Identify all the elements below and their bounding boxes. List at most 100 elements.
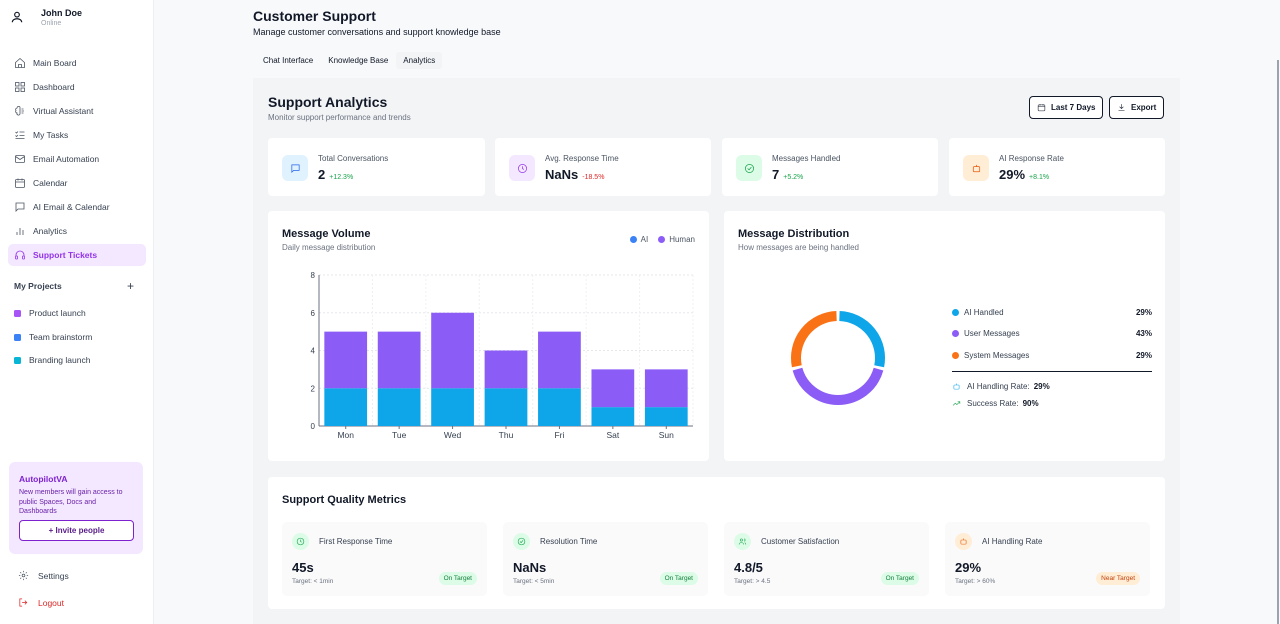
metric-value: NaNs <box>513 560 547 575</box>
message-volume-subtitle: Daily message distribution <box>282 243 376 252</box>
project-color-swatch <box>14 356 21 364</box>
nav-item-calendar[interactable]: Calendar <box>8 172 146 194</box>
stat-icon-wrap <box>282 155 308 181</box>
distribution-label: AI Handled <box>964 308 1004 317</box>
settings-link[interactable]: Settings <box>18 570 69 581</box>
stat-value: 29% +8.1% <box>999 167 1049 182</box>
export-label: Export <box>1131 103 1157 112</box>
nav-item-analytics[interactable]: Analytics <box>8 220 146 242</box>
metric-ai-handling-rate: AI Handling Rate 29% Target: > 60% Near … <box>945 522 1150 596</box>
stat-label: Total Conversations <box>318 154 389 163</box>
logout-label: Logout <box>38 597 64 608</box>
legend-item-ai[interactable]: AI <box>629 235 648 244</box>
export-button[interactable]: Export <box>1109 96 1165 119</box>
distribution-item-system-messages: System Messages 29% <box>952 351 1152 360</box>
legend-swatch <box>658 236 666 243</box>
bar-human-sat <box>591 369 635 408</box>
logout-icon <box>19 598 28 607</box>
bar-human-tue <box>377 331 421 389</box>
nav-item-label: Email Automation <box>33 154 100 164</box>
analytics-subtitle: Monitor support performance and trends <box>268 113 411 122</box>
metric-icon-wrap <box>292 533 309 550</box>
x-tick-label: Fri <box>554 430 564 440</box>
metric-target: Target: > 60% <box>955 578 996 585</box>
nav-item-label: Support Tickets <box>33 250 98 260</box>
add-project-button[interactable]: + <box>126 279 134 293</box>
tab-knowledge-base[interactable]: Knowledge Base <box>328 56 389 65</box>
nav-item-virtual-assistant[interactable]: Virtual Assistant <box>8 100 146 122</box>
bar-ai-sun <box>644 407 688 426</box>
user-profile[interactable]: John Doe Online <box>10 8 82 27</box>
calendar-icon <box>15 178 25 188</box>
metric-label: AI Handling Rate <box>982 537 1043 546</box>
distribution-pct: 43% <box>1135 329 1152 338</box>
nav-item-ai-email-calendar[interactable]: AI Email & Calendar <box>8 196 146 218</box>
nav-item-dashboard[interactable]: Dashboard <box>8 76 146 98</box>
message-distribution-subtitle: How messages are being handled <box>738 243 859 252</box>
trending-up-icon <box>952 401 961 406</box>
stat-card-total-conversations: Total Conversations 2 +12.3% <box>268 138 485 196</box>
quality-metrics-title: Support Quality Metrics <box>282 494 407 506</box>
bot-icon <box>972 164 980 172</box>
nav-item-label: AI Email & Calendar <box>33 202 110 212</box>
nav-item-my-tasks[interactable]: My Tasks <box>8 124 146 146</box>
y-tick-label: 8 <box>311 271 316 280</box>
message-distribution-card: Message Distribution How messages are be… <box>724 211 1165 461</box>
mail-icon <box>15 155 25 163</box>
check-circle-icon <box>517 537 526 546</box>
nav-item-support-tickets[interactable]: Support Tickets <box>8 244 146 266</box>
clock-icon <box>296 537 305 546</box>
nav-item-label: Analytics <box>33 226 68 236</box>
legend-label: Human <box>669 235 695 244</box>
stat-icon-wrap <box>509 155 535 181</box>
distribution-divider <box>952 371 1152 372</box>
chat-icon <box>15 202 25 212</box>
page-title: Customer Support <box>253 8 376 24</box>
distribution-item-user-messages: User Messages 43% <box>952 329 1152 338</box>
tab-chat-interface[interactable]: Chat Interface <box>263 56 314 65</box>
grid-icon <box>15 82 25 92</box>
distribution-swatch <box>952 352 959 359</box>
distribution-item-ai-handled: AI Handled 29% <box>952 308 1152 317</box>
project-label: Branding launch <box>29 355 91 365</box>
page-scrollbar[interactable] <box>1277 60 1279 624</box>
metric-value: 4.8/5 <box>734 560 763 575</box>
bar-human-fri <box>538 331 581 389</box>
project-color-swatch <box>14 333 21 341</box>
bot-icon <box>960 538 967 545</box>
bar-human-mon <box>324 331 368 389</box>
projects-heading: My Projects <box>14 281 62 291</box>
message-volume-title: Message Volume <box>282 228 371 240</box>
success-rate-value: 90% <box>1022 399 1039 408</box>
project-item-team-brainstorm[interactable]: Team brainstorm <box>14 332 92 342</box>
home-icon <box>15 57 25 68</box>
metric-status-badge: On Target <box>880 572 919 585</box>
project-label: Team brainstorm <box>29 332 93 342</box>
stat-card-ai-response-rate: AI Response Rate 29% +8.1% <box>949 138 1165 196</box>
nav-item-main-board[interactable]: Main Board <box>8 52 146 74</box>
tab-analytics[interactable]: Analytics <box>396 52 443 69</box>
nav-item-email-automation[interactable]: Email Automation <box>8 148 146 170</box>
metric-customer-satisfaction: Customer Satisfaction 4.8/5 Target: > 4.… <box>724 522 929 596</box>
project-item-product-launch[interactable]: Product launch <box>14 308 86 318</box>
project-color-swatch <box>14 309 21 317</box>
metric-target: Target: < 1min <box>292 578 334 585</box>
date-range-button[interactable]: Last 7 Days <box>1029 96 1104 119</box>
nav-item-label: My Tasks <box>33 130 69 140</box>
metric-icon-wrap <box>513 533 530 550</box>
promo-card: AutopilotVA New members will gain access… <box>9 462 143 554</box>
metric-status-badge: On Target <box>438 572 477 585</box>
legend-item-human[interactable]: Human <box>658 235 695 244</box>
bar-ai-wed <box>431 388 474 426</box>
bar-ai-thu <box>484 388 528 426</box>
calendar-icon <box>1037 104 1046 112</box>
ai-handling-rate-summary: AI Handling Rate: 29% <box>952 382 1050 391</box>
projects-header: My Projects + <box>14 279 134 293</box>
project-item-branding-launch[interactable]: Branding launch <box>14 355 90 365</box>
stat-card-avg-response-time: Avg. Response Time NaNs -18.5% <box>495 138 711 196</box>
stat-number: 29% <box>999 167 1026 182</box>
metric-resolution-time: Resolution Time NaNs Target: < 5min On T… <box>503 522 708 596</box>
bar-ai-mon <box>324 388 368 426</box>
logout-link[interactable]: Logout <box>18 597 64 608</box>
invite-people-button[interactable]: + Invite people <box>19 519 134 541</box>
